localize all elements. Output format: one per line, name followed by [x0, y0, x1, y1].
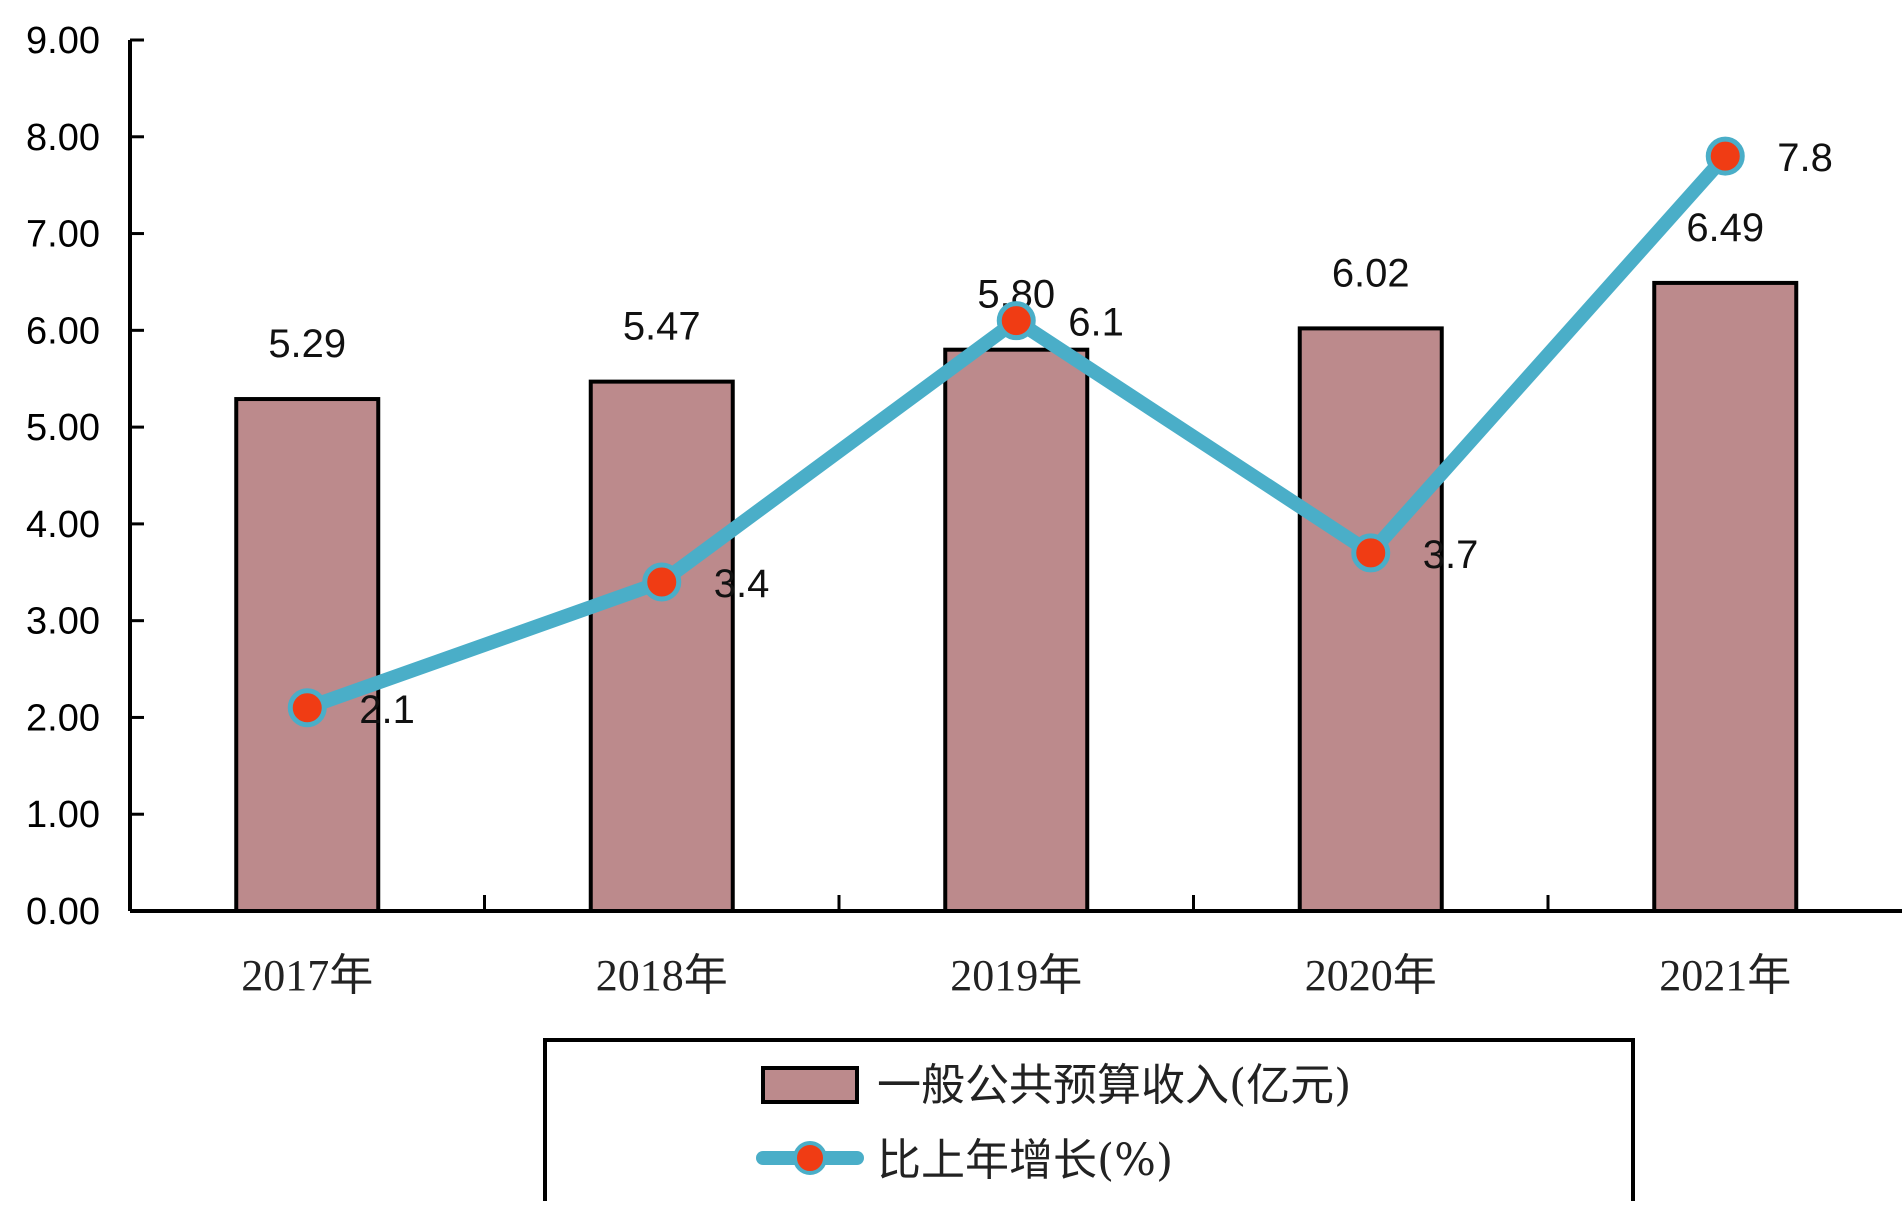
growth-point-2018年 [642, 562, 682, 602]
growth-value-label: 3.4 [714, 562, 770, 606]
bar-series [234, 280, 1799, 913]
growth-point-2017年 [287, 688, 327, 728]
growth-point-2019年 [996, 301, 1036, 341]
growth-point-2020年 [1351, 533, 1391, 573]
bar-data-labels: 5.29 5.475.80 6.026.49 [268, 206, 1764, 366]
y-tick-label: 3.00 [26, 601, 100, 643]
x-tick-label: 2019年 [950, 951, 1082, 1000]
y-tick-label: 2.00 [26, 697, 100, 739]
legend: 一般公共预算收入(亿元) 比上年增长(%) [543, 1038, 1635, 1206]
y-tick-label: 6.00 [26, 310, 100, 352]
line-data-labels: 2.1 3.4 6.1 3.7 7.8 [359, 136, 1833, 732]
growth-point-2021年 [1705, 136, 1745, 176]
y-tick-label: 7.00 [26, 214, 100, 256]
x-tick-label: 2021年 [1659, 951, 1791, 1000]
bar-value-label: 6.02 [1332, 251, 1410, 295]
bar-value-label: 5.29 [268, 322, 346, 366]
y-tick-label: 4.00 [26, 504, 100, 546]
growth-value-label: 3.7 [1423, 533, 1479, 577]
legend-swatch-marker [793, 1141, 827, 1175]
y-tick-label: 9.00 [26, 20, 100, 62]
bar-2017年 [234, 397, 381, 913]
bar-2018年 [588, 379, 735, 913]
y-tick-label: 8.00 [26, 117, 100, 159]
legend-label-bar: 一般公共预算收入(亿元) [877, 1060, 1351, 1111]
x-tick-label: 2018年 [596, 951, 728, 1000]
growth-value-label: 7.8 [1777, 136, 1833, 180]
y-tick-label: 1.00 [26, 794, 100, 836]
bar-value-label: 6.49 [1686, 206, 1764, 250]
growth-value-label: 6.1 [1068, 301, 1124, 345]
legend-swatch-bar [761, 1066, 859, 1104]
bar-2020年 [1297, 326, 1444, 913]
bar-2019年 [943, 347, 1090, 913]
line-series [287, 136, 1745, 728]
y-axis: 0.00 1.00 2.00 3.00 4.00 5.00 6.00 7.00 8.00 9.00 [26, 20, 144, 933]
bar-value-label: 5.47 [623, 305, 701, 349]
y-tick-label: 5.00 [26, 407, 100, 449]
bar-2021年 [1652, 280, 1799, 913]
x-axis: 2017年 2018年 2019年 2020年 2021年 [130, 895, 1902, 1000]
growth-value-label: 2.1 [359, 688, 415, 732]
y-tick-label: 0.00 [26, 891, 100, 933]
x-tick-label: 2020年 [1305, 951, 1437, 1000]
x-tick-label: 2017年 [241, 951, 373, 1000]
legend-box [543, 1038, 1635, 1206]
legend-label-line: 比上年增长(%) [877, 1135, 1173, 1186]
